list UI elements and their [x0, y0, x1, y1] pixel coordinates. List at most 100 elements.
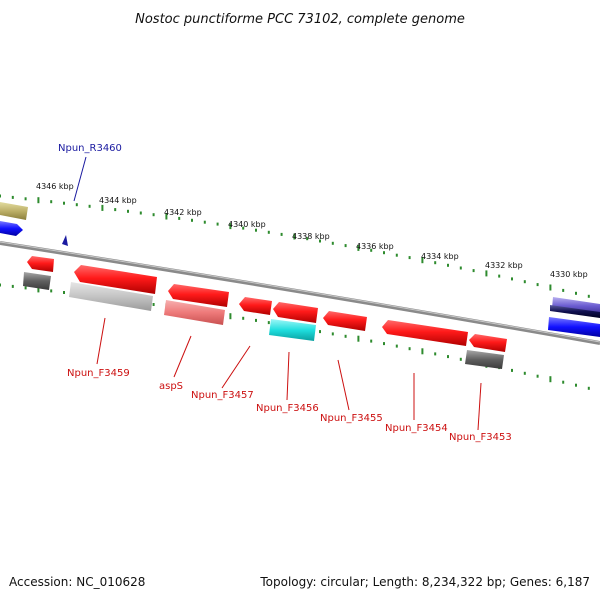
gene-feature-aspS[interactable]	[168, 284, 229, 307]
lower-scale-minor-tick	[24, 286, 27, 290]
scale-label-4332: 4332 kbp	[485, 261, 523, 270]
upper-scale-minor-tick	[127, 209, 129, 213]
lower-scale-minor-tick	[575, 383, 577, 387]
leader-npun-f3459	[96, 317, 106, 365]
upper-scale-major-tick	[549, 284, 552, 291]
leader-lines	[73, 156, 482, 431]
upper-scale-minor-tick	[511, 277, 513, 281]
scale-label-4330: 4330 kbp	[550, 270, 588, 279]
upper-scale-minor-tick	[587, 294, 590, 298]
upper-scale-minor-tick	[75, 203, 78, 207]
upper-scale-minor-tick	[434, 261, 437, 265]
upper-scale-minor-tick	[191, 218, 193, 222]
upper-scale-minor-tick	[0, 194, 1, 198]
leader-npun-r3460	[73, 156, 87, 202]
gene-feature-npun-f3455[interactable]	[323, 311, 367, 331]
gene-feature-npun-f3457[interactable]	[239, 297, 272, 315]
lower-scale-minor-tick	[242, 316, 245, 320]
upper-scale-major-tick	[101, 204, 104, 211]
upper-scale-minor-tick	[383, 251, 385, 255]
lower-scale-minor-tick	[523, 371, 526, 375]
genome-backbone	[0, 241, 600, 345]
upper-scale-major-tick	[357, 244, 360, 251]
upper-scale-minor-tick	[575, 291, 577, 295]
upper-scale-minor-tick	[242, 226, 245, 230]
accession-text: Accession: NC_010628	[9, 575, 145, 589]
upper-scale-minor-tick	[11, 195, 14, 199]
gene-feature-npun-f3453-gray[interactable]	[465, 350, 504, 369]
scale-label-4342: 4342 kbp	[164, 208, 202, 217]
lower-scale-major-tick	[421, 348, 424, 355]
upper-scale-minor-tick	[50, 200, 53, 204]
genome-summary-text: Topology: circular; Length: 8,234,322 bp…	[259, 575, 590, 589]
gene-feature-npun-f3454[interactable]	[382, 320, 468, 346]
upper-scale-minor-tick	[472, 269, 475, 273]
gene-feature-gray-1[interactable]	[23, 272, 51, 290]
gene-feature-navy-right[interactable]	[550, 305, 600, 318]
lower-scale-minor-tick	[408, 347, 411, 351]
upper-scale-major-tick	[293, 233, 296, 240]
upper-scale-minor-tick	[24, 197, 27, 201]
gene-label-npun-f3454[interactable]: Npun_F3454	[385, 423, 448, 434]
leader-npun-f3455	[337, 359, 350, 411]
upper-scale-major-tick	[165, 213, 168, 220]
gene-feature-lgray-f3459[interactable]	[69, 282, 153, 311]
gene-feature-npun-f3456-cyan[interactable]	[269, 319, 316, 341]
gene-feature-red-1[interactable]	[27, 256, 54, 272]
gene-feature-npun-f3453[interactable]	[469, 334, 507, 352]
upper-scale-minor-tick	[63, 201, 65, 205]
upper-scale-minor-tick	[395, 253, 398, 257]
upper-scale-minor-tick	[536, 283, 539, 287]
lower-scale-minor-tick	[447, 355, 449, 359]
gene-label-aspS[interactable]: aspS	[159, 381, 183, 392]
gene-label-npun-f3456[interactable]: Npun_F3456	[256, 403, 319, 414]
gene-label-npun-f3459[interactable]: Npun_F3459	[67, 368, 130, 379]
lower-scale-minor-tick	[344, 334, 347, 338]
reverse-strand-features	[23, 256, 507, 369]
lower-scale-major-tick	[229, 313, 232, 320]
upper-scale-major-tick	[229, 223, 232, 230]
upper-scale-minor-tick	[459, 266, 462, 270]
upper-scale-minor-tick	[408, 256, 411, 260]
gene-label-npun-r3460[interactable]: Npun_R3460	[58, 143, 122, 154]
upper-scale-minor-tick	[498, 274, 501, 278]
gene-feature-npun-f3459[interactable]	[74, 265, 157, 294]
upper-scale-minor-tick	[344, 244, 347, 248]
upper-scale-minor-tick	[280, 232, 283, 236]
lower-scale-minor-tick	[370, 339, 373, 343]
lower-scale-minor-tick	[395, 344, 398, 348]
gene-label-npun-f3453[interactable]: Npun_F3453	[449, 432, 512, 443]
gene-label-npun-f3455[interactable]: Npun_F3455	[320, 413, 383, 424]
gene-feature-olive[interactable]	[0, 202, 28, 220]
scale-label-4340: 4340 kbp	[228, 220, 266, 229]
lower-scale-minor-tick	[255, 318, 257, 322]
upper-scale-minor-tick	[319, 239, 321, 243]
gene-feature-aspS-pink[interactable]	[164, 300, 225, 325]
upper-scale-major-tick	[485, 270, 488, 277]
lower-scale-major-tick	[549, 376, 552, 383]
lower-scale-minor-tick	[152, 303, 155, 306]
upper-scale-minor-tick	[216, 222, 219, 226]
gene-feature-npun-f3456[interactable]	[273, 302, 318, 323]
genome-backbone-highlight	[0, 241, 600, 343]
lower-scale-minor-tick	[459, 357, 462, 361]
upper-scale-minor-tick	[306, 237, 309, 241]
lower-scale-major-tick	[357, 335, 360, 342]
lower-scale-minor-tick	[11, 284, 14, 288]
leader-npun-f3453	[477, 382, 482, 431]
upper-scale-minor-tick	[331, 241, 334, 245]
upper-scale-minor-tick	[523, 280, 526, 284]
upper-scale-minor-tick	[370, 248, 373, 252]
lower-scale-minor-tick	[587, 386, 590, 390]
lower-scale-minor-tick	[383, 342, 385, 346]
lower-scale-minor-tick	[267, 321, 270, 325]
gene-feature-blue-left[interactable]	[0, 221, 23, 236]
upper-scale-minor-tick	[255, 228, 257, 232]
gene-marker-npun-r3460[interactable]	[62, 235, 68, 246]
scale-label-4344: 4344 kbp	[99, 196, 137, 205]
gene-feature-blue-right[interactable]	[548, 317, 600, 337]
gene-label-npun-f3457[interactable]: Npun_F3457	[191, 390, 254, 401]
upper-scale-minor-tick	[203, 220, 206, 224]
leader-aspS	[173, 335, 192, 378]
upper-scale-minor-tick	[562, 288, 565, 292]
